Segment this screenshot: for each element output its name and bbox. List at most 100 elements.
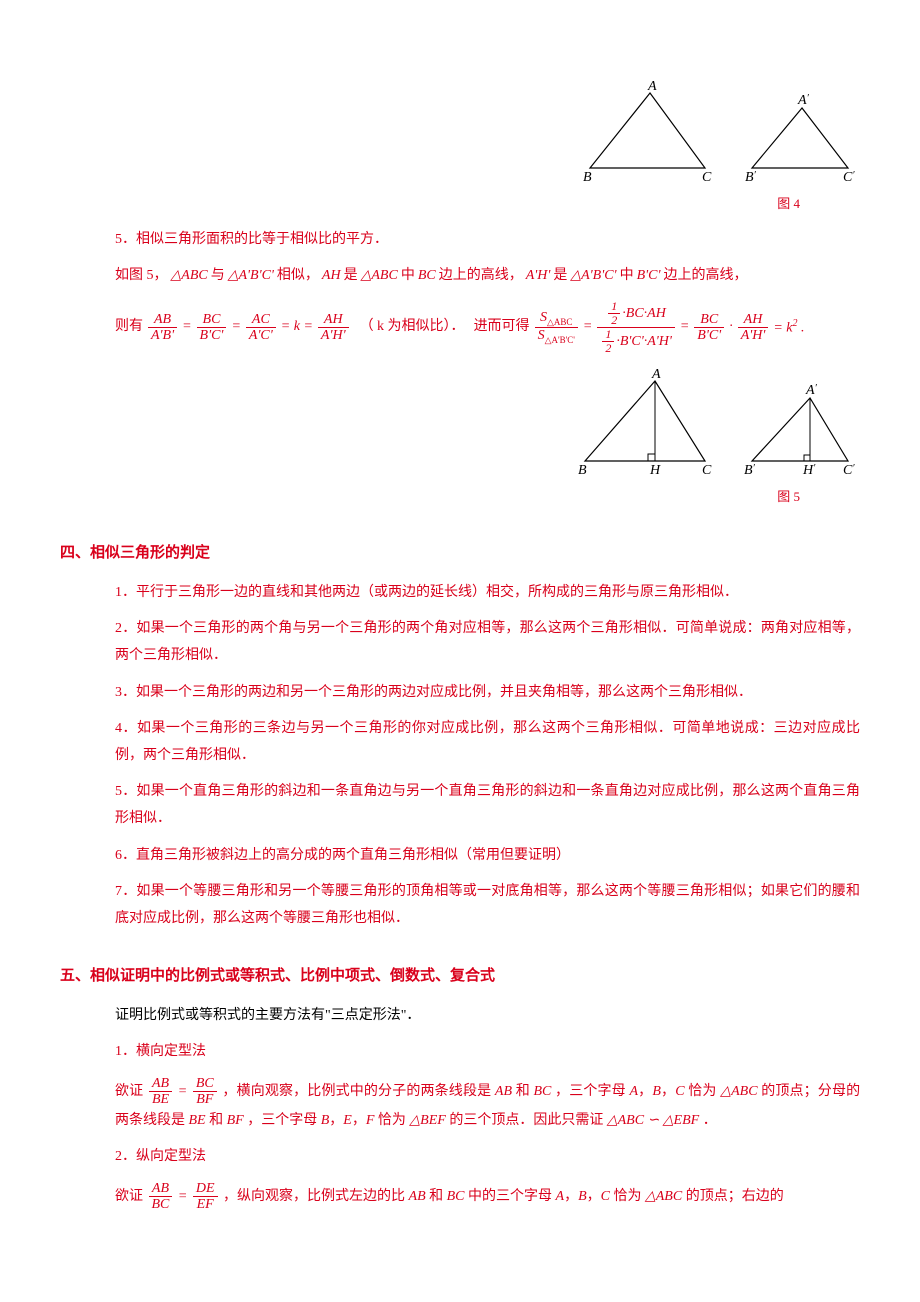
t: ，三个字母 [555, 1084, 629, 1099]
n: AC [246, 312, 276, 328]
triangle-apbpcp-fig5: A′ B′ H′ C′ [740, 366, 860, 481]
d: A'C' [246, 328, 276, 343]
k: k [294, 319, 300, 334]
t: 边上的高线， [439, 263, 523, 290]
svg-text:H′: H′ [802, 463, 816, 478]
n: AB [149, 1076, 172, 1092]
t: 和 [209, 1113, 227, 1128]
triangle-abc-fig5: A B H C [570, 366, 720, 481]
n: 12·BC·AH [597, 300, 675, 328]
svg-text:B: B [578, 463, 587, 478]
frac-ah: AHA'H' [318, 312, 349, 344]
t: ，纵向观察，比例式左边的比 [223, 1189, 409, 1204]
t: △ABC [361, 263, 398, 290]
t: AH [322, 263, 341, 290]
s5-sub2-body: 欲证 ABBC = DEEF ，纵向观察，比例式左边的比 AB 和 BC 中的三… [115, 1181, 860, 1213]
s4-item-6: 6．直角三角形被斜边上的高分成的两个直角三角形相似（常用但要证明） [115, 843, 860, 870]
t: ，三个字母 [247, 1113, 321, 1128]
t: ，横向观察，比例式中的分子的两条线段是 [222, 1084, 495, 1099]
frac-half1: 12·BC·AH 12·B'C'·A'H' [597, 300, 675, 356]
d: S△A'B'C' [535, 328, 578, 346]
s4-item-4: 4．如果一个三角形的三条边与另一个三角形的你对应成比例，那么这两个三角形相似．可… [115, 716, 860, 769]
s4-item-2: 2．如果一个三角形的两个角与另一个三角形的两个角对应相等，那么这两个三角形相似．… [115, 616, 860, 669]
d: B'C' [694, 328, 724, 343]
item-5-title: 5．相似三角形面积的比等于相似比的平方． [115, 227, 860, 254]
t: 和 [429, 1189, 447, 1204]
svg-text:A: A [647, 79, 657, 94]
frac-bc: BCB'C' [197, 312, 227, 344]
frac: BCBF [193, 1076, 217, 1108]
n: AB [148, 312, 177, 328]
n: DE [193, 1181, 218, 1197]
svg-text:A: A [651, 367, 661, 382]
s4-item-5: 5．如果一个直角三角形的斜边和一条直角边与另一个直角三角形的斜边和一条直角边对应… [115, 779, 860, 832]
fig5-equation-line: 则有 ABA'B' = BCB'C' = ACA'C' = k = AHA'H'… [115, 300, 860, 356]
svg-text:C: C [702, 463, 712, 478]
t: BE [189, 1113, 206, 1128]
t: △BEF [409, 1113, 445, 1128]
n: AH [318, 312, 349, 328]
t: （ k 为相似比）． [360, 314, 465, 341]
d: BF [193, 1092, 217, 1107]
s5-intro: 证明比例式或等积式的主要方法有"三点定形法"． [115, 1003, 860, 1030]
fig5-desc-line1: 如图 5， △ABC 与 △A'B'C' 相似， AH 是 △ABC 中 BC … [115, 263, 860, 290]
t: 欲证 [115, 1084, 147, 1099]
section-4-title: 四、相似三角形的判定 [60, 539, 860, 568]
n: BC [694, 312, 724, 328]
fig5-caption: 图 5 [60, 485, 800, 510]
t: BC [418, 263, 436, 290]
s5-sub1-title: 1．横向定型法 [115, 1039, 860, 1066]
t: 恰为 [613, 1189, 645, 1204]
t: 进而可得 [474, 314, 530, 341]
t: B'C' [637, 263, 661, 290]
section-5-title: 五、相似证明中的比例式或等积式、比例中项式、倒数式、复合式 [60, 962, 860, 991]
t: 欲证 [115, 1189, 147, 1204]
s4-item-7: 7．如果一个等腰三角形和另一个等腰三角形的顶角相等或一对底角相等，那么这两个等腰… [115, 879, 860, 932]
t: 和 [516, 1084, 534, 1099]
t: BF [227, 1113, 244, 1128]
frac: DEEF [193, 1181, 218, 1213]
n: AB [149, 1181, 173, 1197]
frac-area: S△ABC S△A'B'C' [535, 310, 578, 346]
d: A'H' [738, 328, 769, 343]
t: 恰为 [688, 1084, 720, 1099]
t: △A'B'C' [228, 263, 274, 290]
t: 则有 [115, 314, 143, 341]
t: 与 [211, 263, 225, 290]
d: A'H' [318, 328, 349, 343]
t: 中的三个字母 [468, 1189, 556, 1204]
svg-text:B′: B′ [745, 170, 757, 185]
svg-text:B: B [583, 170, 592, 185]
t: 的三个顶点．因此只需证 [449, 1113, 603, 1128]
t: 中 [401, 263, 415, 290]
d: 12·B'C'·A'H' [597, 328, 675, 355]
svg-text:C′: C′ [843, 170, 855, 185]
section-4-content: 1．平行于三角形一边的直线和其他两边（或两边的延长线）相交，所构成的三角形与原三… [60, 580, 860, 933]
t: 的顶点；右边的 [686, 1189, 784, 1204]
t: △ABC [607, 1113, 644, 1128]
t: 相似， [277, 263, 319, 290]
triangle-apbpcp-fig4: A′ B′ C′ [740, 78, 860, 188]
fig4-caption: 图 4 [60, 192, 800, 217]
t: △A'B'C' [570, 263, 616, 290]
t: △EBF [663, 1113, 699, 1128]
n: AH [738, 312, 769, 328]
n: BC [193, 1076, 217, 1092]
figure-4-row: A B C A′ B′ C′ [60, 78, 860, 188]
t: A [629, 1084, 638, 1099]
svg-text:A′: A′ [797, 93, 810, 108]
svg-text:B′: B′ [744, 463, 756, 478]
s4-item-1: 1．平行于三角形一边的直线和其他两边（或两边的延长线）相交，所构成的三角形与原三… [115, 580, 860, 607]
t: BC [447, 1189, 465, 1204]
svg-text:C: C [702, 170, 712, 185]
n: S△ABC [535, 310, 578, 329]
s5-sub2-title: 2．纵向定型法 [115, 1144, 860, 1171]
section-5-content: 证明比例式或等积式的主要方法有"三点定形法"． 1．横向定型法 欲证 ABBE … [60, 1003, 860, 1213]
t: AB [409, 1189, 426, 1204]
svg-text:C′: C′ [843, 463, 855, 478]
svg-text:H: H [649, 463, 661, 478]
d: A'B' [148, 328, 177, 343]
triangle-abc-fig4: A B C [575, 78, 720, 188]
s5-sub1-body: 欲证 ABBE = BCBF ，横向观察，比例式中的分子的两条线段是 AB 和 … [115, 1076, 860, 1134]
t: 中 [620, 263, 634, 290]
